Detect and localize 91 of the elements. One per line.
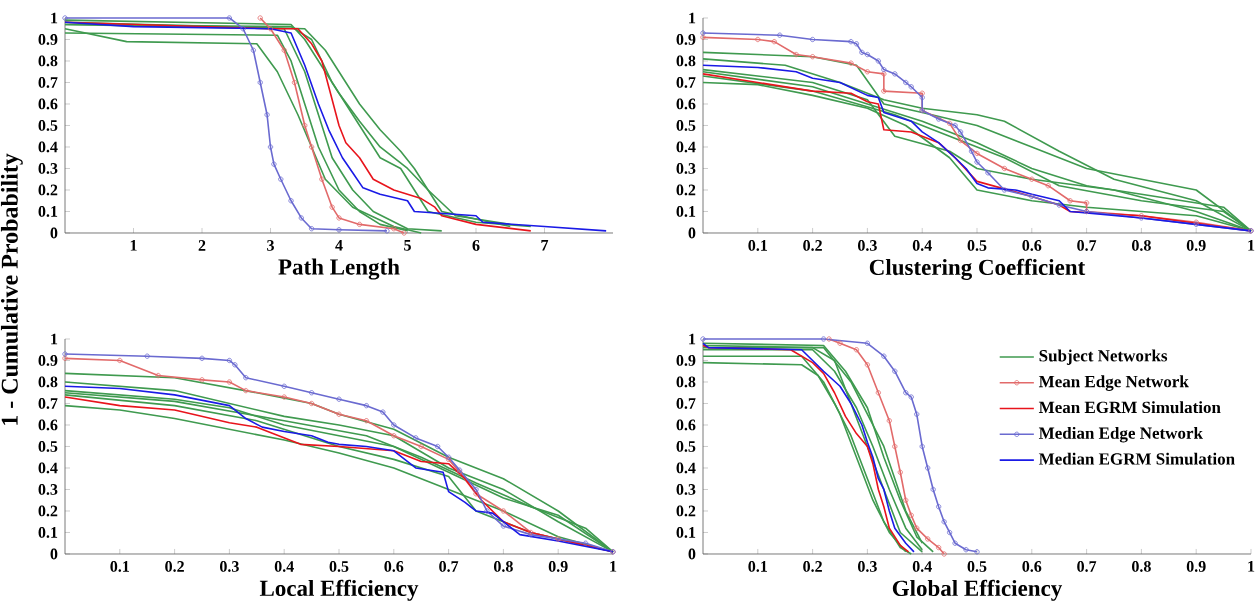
y-tick-label: 1 [51, 333, 58, 345]
y-tick-label: 0.7 [676, 398, 696, 409]
legend-label: Median Edge Network [1038, 426, 1203, 443]
x-tick-label: 0.7 [1077, 240, 1097, 251]
x-tick-label: 0.3 [858, 240, 877, 251]
x-tick-label: 3 [267, 240, 274, 251]
x-tick-label: 5 [404, 240, 411, 251]
x-tick-label: 0.9 [1186, 240, 1206, 251]
y-tick-label: 0.2 [38, 505, 58, 517]
x-tick-label: 0.7 [439, 561, 459, 572]
y-tick-label: 0.7 [676, 77, 696, 88]
x-tick-label: 0.7 [1077, 561, 1097, 572]
y-tick-label: 0.4 [38, 141, 58, 153]
y-tick-label: 0.5 [38, 120, 58, 131]
x-tick-label: 0.9 [548, 561, 568, 572]
x-tick-label: 0.2 [803, 240, 822, 251]
x-tick-label: 1 [1248, 561, 1255, 572]
y-tick-label: 0.2 [676, 505, 696, 517]
legend-label: Mean Edge Network [1038, 375, 1189, 391]
x-tick-label: 0.9 [1186, 561, 1206, 572]
y-tick-label: 0.5 [38, 441, 58, 452]
x-tick-label: 0.8 [1132, 561, 1151, 572]
y-tick-label: 0.3 [676, 163, 696, 174]
x-tick-label: 0.3 [858, 561, 877, 572]
y-tick-label: 0.4 [676, 141, 696, 153]
y-tick-label: 1 [689, 12, 696, 24]
x-tick-label: 0.1 [110, 561, 129, 572]
x-tick-label: 1 [610, 561, 617, 572]
x-axis-title: Local Efficiency [259, 579, 419, 601]
y-tick-label: 0 [50, 548, 58, 560]
x-tick-label: 0.8 [1132, 240, 1151, 251]
y-tick-label: 0.8 [676, 376, 696, 388]
y-tick-label: 0 [688, 227, 696, 239]
y-tick-label: 0.5 [676, 120, 696, 131]
x-axis-title: Path Length [278, 258, 400, 280]
x-tick-label: 0.6 [1022, 561, 1042, 572]
legend-label: Median EGRM Simulation [1038, 452, 1235, 465]
x-tick-label: 0.1 [748, 240, 767, 251]
x-tick-label: 6 [472, 240, 480, 251]
y-tick-label: 0.3 [676, 484, 696, 495]
x-tick-label: 0.4 [274, 561, 294, 572]
x-tick-label: 2 [198, 240, 206, 251]
y-tick-label: 0.9 [38, 34, 58, 45]
y-tick-label: 0.1 [38, 527, 58, 538]
x-tick-label: 0.4 [912, 240, 932, 251]
y-tick-label: 1 [51, 12, 58, 24]
y-tick-label: 0.9 [38, 355, 58, 366]
y-tick-label: 0.3 [38, 163, 58, 174]
x-tick-label: 0.5 [967, 561, 987, 572]
legend-label: Subject Networks [1039, 349, 1168, 365]
x-tick-label: 1 [1248, 240, 1255, 251]
y-tick-label: 0.5 [676, 441, 696, 452]
x-tick-label: 0.6 [1022, 240, 1042, 251]
x-tick-label: 0.6 [384, 561, 404, 572]
y-tick-label: 1 [689, 333, 696, 345]
y-tick-label: 0.6 [676, 98, 696, 110]
y-tick-label: 0.8 [676, 55, 696, 67]
x-tick-label: 0.3 [220, 561, 239, 572]
y-tick-label: 0.8 [38, 55, 58, 67]
y-tick-label: 0.1 [38, 206, 58, 217]
y-tick-label: 0 [50, 227, 58, 239]
x-tick-label: 7 [541, 240, 549, 251]
legend-label: Mean EGRM Simulation [1038, 401, 1221, 414]
x-tick-label: 0.5 [967, 240, 987, 251]
y-tick-label: 0.1 [676, 206, 696, 217]
x-axis-title: Global Efficiency [892, 579, 1063, 601]
y-tick-label: 0.6 [38, 98, 58, 110]
y-tick-label: 0.1 [676, 527, 696, 538]
y-tick-label: 0.8 [38, 376, 58, 388]
y-tick-label: 0.9 [676, 355, 696, 366]
y-tick-label: 0.2 [676, 184, 696, 196]
x-tick-label: 1 [130, 240, 137, 251]
x-tick-label: 0.1 [748, 561, 767, 572]
y-tick-label: 0.7 [38, 77, 58, 88]
x-tick-label: 0.2 [803, 561, 822, 572]
x-tick-label: 0.4 [912, 561, 932, 572]
y-tick-label: 0.6 [38, 419, 58, 431]
x-tick-label: 0.8 [494, 561, 513, 572]
y-tick-label: 0.4 [38, 462, 58, 474]
y-axis-title: 1 - Cumulative Probability [0, 153, 23, 425]
y-tick-label: 0.7 [38, 398, 58, 409]
y-tick-label: 0 [688, 548, 696, 560]
x-tick-label: 0.2 [165, 561, 184, 572]
y-tick-label: 0.9 [676, 34, 696, 45]
y-tick-label: 0.2 [38, 184, 58, 196]
x-axis-title: Clustering Coefficient [869, 258, 1086, 280]
x-tick-label: 4 [335, 240, 343, 251]
y-tick-label: 0.6 [676, 419, 696, 431]
y-tick-label: 0.3 [38, 484, 58, 495]
y-tick-label: 0.4 [676, 462, 696, 474]
x-tick-label: 0.5 [329, 561, 349, 572]
